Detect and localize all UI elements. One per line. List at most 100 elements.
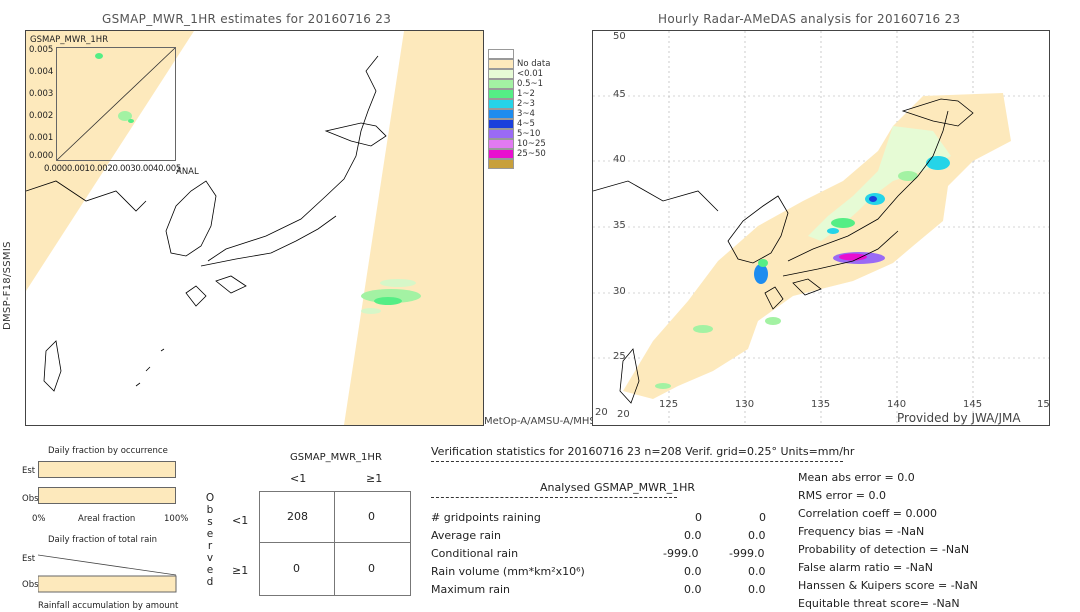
inset-y-tick: 0.002 [29,111,54,121]
stat-row-label: # gridpoints raining [431,511,541,524]
col-gsmap: GSMAP_MWR_1HR [594,481,696,494]
left-coastlines [26,55,387,392]
legend-swatch [488,109,514,119]
lon-tick: 125 [659,399,679,410]
legend-swatch [488,139,514,149]
inset-y-tick: 0.004 [29,67,54,77]
inset-label: GSMAP_MWR_1HR [30,35,109,45]
score-line: Hanssen & Kuipers score = -NaN [798,579,978,592]
lon-tick: 130 [735,399,755,410]
stat-row-gsmap: 0.0 [748,529,766,542]
inset-x-label: ANAL [176,167,199,177]
color-legend: No data <0.01 0.5~1 1~2 2~3 3~4 4~5 5~10… [488,49,558,179]
lat-tick: 45 [613,89,626,100]
credit-label: Provided by JWA/JMA [897,411,1021,425]
lon-tick-corner: 20 [617,409,630,420]
lon-tick-corner: 15 [1037,399,1050,410]
verification-divider [431,461,843,462]
stat-row-analysed: 0.0 [684,565,702,578]
legend-swatch [488,129,514,139]
right-coastlines [593,98,974,404]
lon-tick: 145 [963,399,983,410]
contingency-row-ge: ≥1 [232,564,249,577]
inset-y-tick: 0.005 [29,45,54,55]
verification-subdivider [431,497,677,498]
inset-plot [56,47,176,161]
right-map: 45 40 35 30 25 20 50 125 130 135 140 145… [592,30,1050,426]
legend-label: 5~10 [517,129,541,139]
verification-header: Verification statistics for 20160716 23 … [431,445,855,458]
legend-swatch [488,149,514,159]
stat-row-label: Rain volume (mm*km²x10⁶) [431,565,585,578]
lat-tick: 35 [613,220,626,231]
legend-swatch [488,99,514,109]
score-line: Probability of detection = -NaN [798,543,970,556]
left-map: GSMAP_MWR_1HR 0.005 0.004 0.003 0.002 0.… [25,30,484,426]
legend-label: 1~2 [517,89,535,99]
contingency-cell: 208 [287,510,308,523]
left-nodata-swath-west [26,31,194,291]
stat-row-gsmap: 0.0 [748,565,766,578]
occurrence-est-bar [38,461,176,478]
left-map-title: GSMAP_MWR_1HR estimates for 20160716 23 [102,12,392,26]
legend-swatch [488,49,514,59]
lat-tick: 30 [613,286,626,297]
stat-row-label: Maximum rain [431,583,510,596]
stat-row-label: Average rain [431,529,501,542]
areal-100: 100% [164,514,189,524]
legend-label: 3~4 [517,109,535,119]
contingency-col-lt: <1 [290,472,307,485]
stat-row-gsmap: 0 [759,511,766,524]
contingency-row-lt: <1 [232,514,249,527]
accumulation-title: Rainfall accumulation by amount [38,601,179,611]
score-line: False alarm ratio = -NaN [798,561,933,574]
inset-y-tick: 0.000 [29,151,54,161]
left-bottom-satellite-label: MetOp-A/AMSU-A/MHS [484,416,596,427]
score-line: Equitable threat score= -NaN [798,597,960,610]
contingency-cell: 0 [368,510,375,523]
lon-tick: 135 [811,399,831,410]
contingency-cell: 0 [368,562,375,575]
total-rain-est-label: Est [22,554,36,564]
legend-label: 4~5 [517,119,535,129]
stat-row-label: Conditional rain [431,547,519,560]
right-map-title: Hourly Radar-AMeDAS analysis for 2016071… [658,12,961,26]
inset-y-tick: 0.003 [29,89,54,99]
left-nodata-swath-east [344,31,483,425]
legend-swatch [488,119,514,129]
legend-label: 0.5~1 [517,79,544,89]
occurrence-title: Daily fraction by occurrence [48,446,168,456]
lat-tick-top: 50 [613,31,626,42]
radar-coverage [623,93,1011,399]
total-rain-title: Daily fraction of total rain [48,535,158,545]
areal-label: Areal fraction [78,514,136,524]
legend-swatch [488,79,514,89]
stat-row-analysed: 0.0 [684,583,702,596]
left-rain-patch [361,308,381,314]
legend-label: 2~3 [517,99,535,109]
stat-row-analysed: 0 [695,511,702,524]
contingency-title: GSMAP_MWR_1HR [290,452,382,463]
score-line: Frequency bias = -NaN [798,525,925,538]
legend-swatch [488,89,514,99]
left-rain-patch [374,297,402,305]
contingency-col-ge: ≥1 [366,472,383,485]
stat-row-gsmap: -999.0 [729,547,765,560]
score-line: RMS error = 0.0 [798,489,886,502]
occurrence-obs-label: Obs [22,494,39,504]
left-rain-patch [380,279,416,287]
total-rain-plot [38,554,177,593]
score-line: Correlation coeff = 0.000 [798,507,937,520]
occurrence-obs-bar [38,487,176,504]
col-analysed: Analysed [540,481,591,494]
legend-swatch [488,159,514,169]
areal-0: 0% [32,514,46,524]
inset-x-ticks: 0.0000.0010.0020.0030.0040.005 [44,164,182,174]
lat-tick: 25 [613,351,626,362]
contingency-cell: 0 [293,562,300,575]
lat-tick: 20 [595,407,608,418]
legend-label: No data [517,59,551,69]
occurrence-est-label: Est [22,466,36,476]
lon-tick: 140 [887,399,907,410]
